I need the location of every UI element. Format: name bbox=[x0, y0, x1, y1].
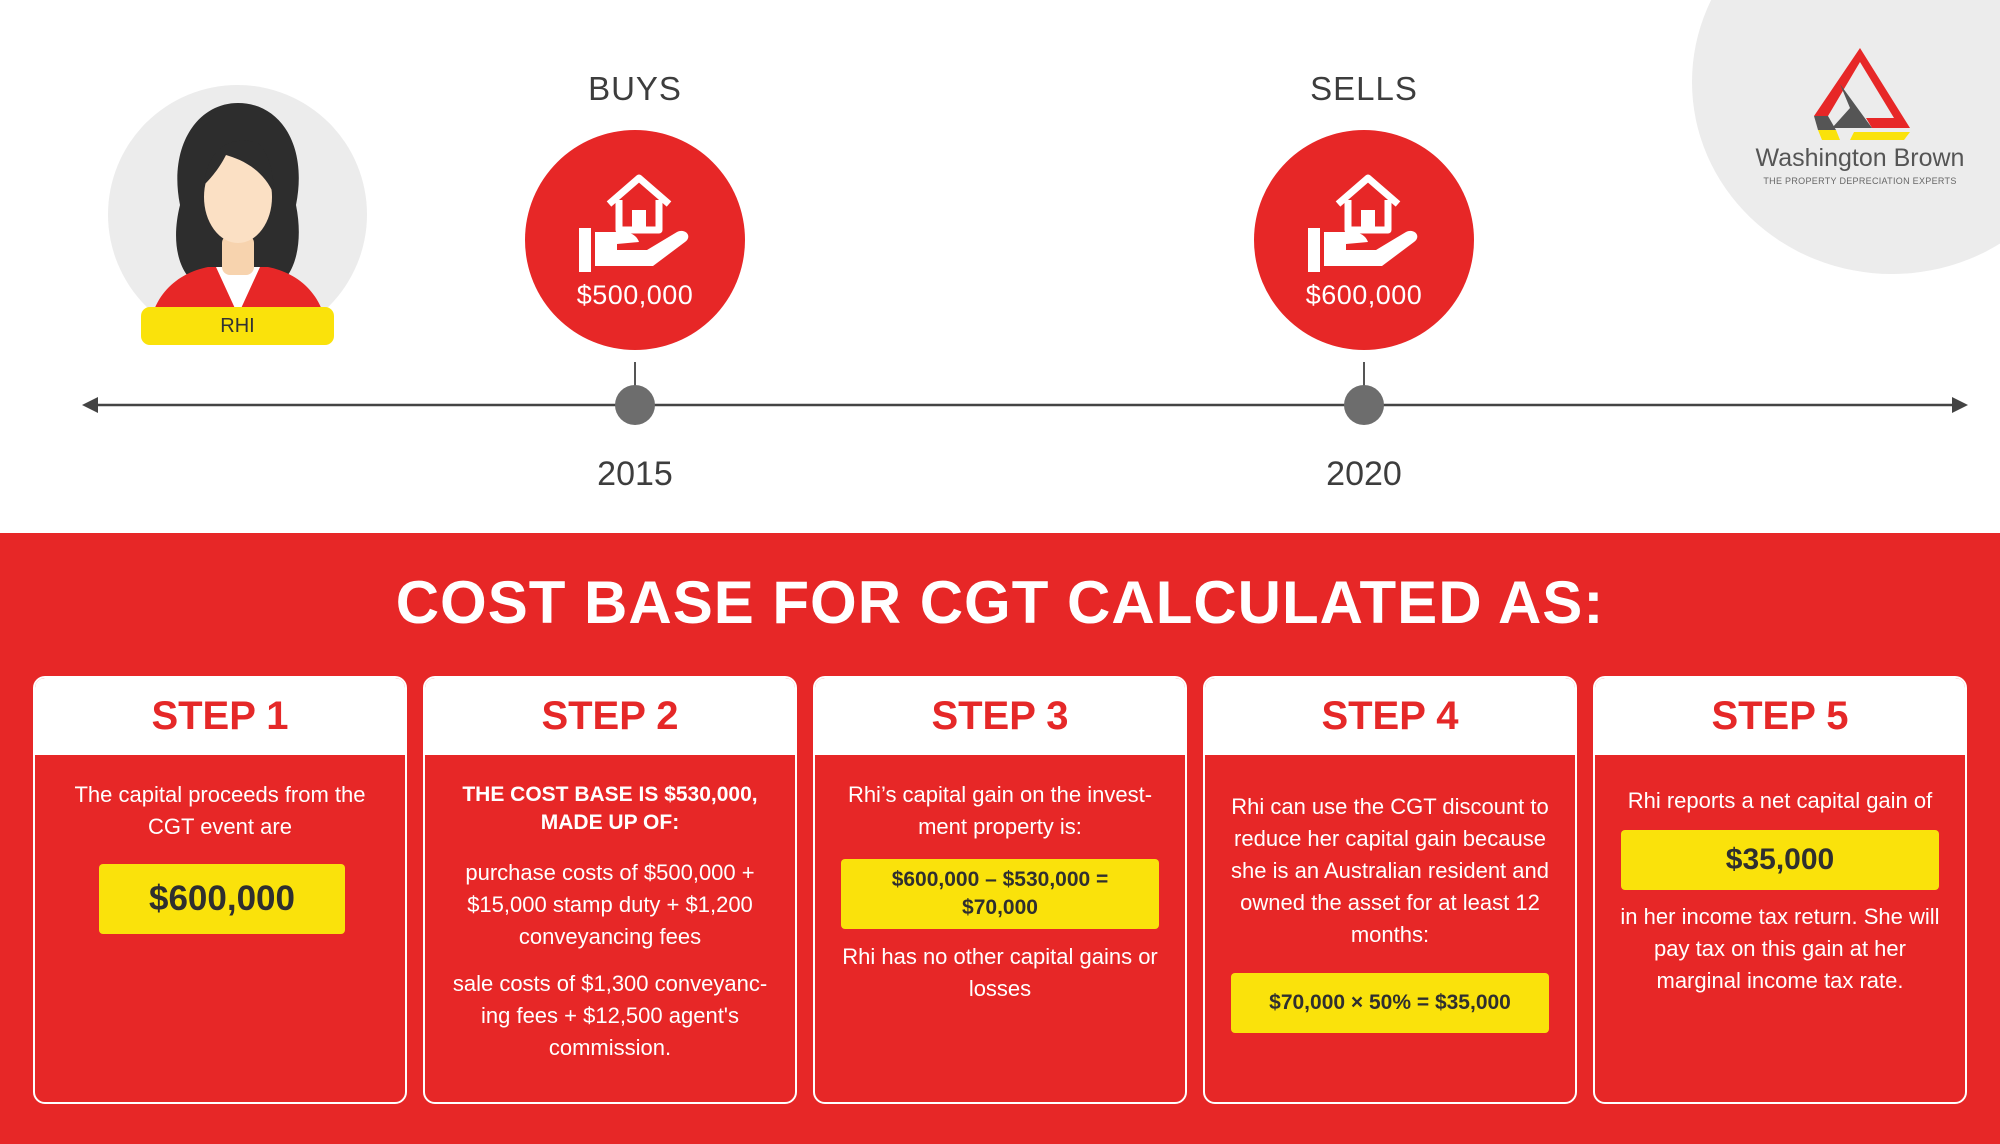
arrow-right-icon bbox=[1952, 397, 1968, 413]
arrow-left-icon bbox=[82, 397, 98, 413]
step-card-4: STEP 4 Rhi can use the CGT discount to r… bbox=[1203, 676, 1577, 1104]
hand-house-icon bbox=[579, 174, 689, 272]
step-highlight: $600,000 – $530,000 = $70,000 bbox=[841, 859, 1159, 929]
step-highlight: $600,000 bbox=[99, 864, 345, 934]
step-title: STEP 5 bbox=[1595, 678, 1965, 755]
step-highlight: $70,000 × 50% = $35,000 bbox=[1231, 973, 1549, 1033]
step-card-2: STEP 2 THE COST BASE IS $530,000, MADE U… bbox=[423, 676, 797, 1104]
year-2015: 2015 bbox=[597, 455, 673, 493]
buys-label: BUYS bbox=[588, 70, 682, 107]
hand-house-icon bbox=[1308, 174, 1418, 272]
step-text: Rhi can use the CGT discount to reduce h… bbox=[1231, 794, 1549, 947]
step-text: The capital proceeds from the CGT event … bbox=[74, 782, 366, 839]
step-text: purchase costs of $500,000 + $15,000 sta… bbox=[465, 860, 755, 949]
woman-avatar-icon bbox=[148, 103, 328, 344]
timeline-marker-2015 bbox=[615, 385, 655, 425]
timeline-stem bbox=[1363, 362, 1365, 392]
step-card-3: STEP 3 Rhi’s capital gain on the invest-… bbox=[813, 676, 1187, 1104]
buys-event-circle: $500,000 bbox=[525, 130, 745, 350]
washington-brown-logo-icon bbox=[1814, 48, 1910, 140]
step-title: STEP 1 bbox=[35, 678, 405, 755]
timeline-axis bbox=[82, 397, 1968, 413]
buy-price: $500,000 bbox=[576, 280, 694, 310]
section-title: COST BASE FOR CGT CALCULATED AS: bbox=[395, 569, 1605, 636]
step-text: Rhi reports a net capital gain of bbox=[1627, 788, 1933, 813]
step-title: STEP 2 bbox=[425, 678, 795, 755]
sells-event-circle: $600,000 bbox=[1254, 130, 1474, 350]
step-text: Rhi’s capital gain on the invest-ment pr… bbox=[847, 782, 1153, 839]
brand-tagline: THE PROPERTY DEPRECIATION EXPERTS bbox=[1763, 176, 1957, 186]
step-heading: THE COST BASE IS $530,000, MADE UP OF: bbox=[462, 783, 758, 834]
step-text: in her income tax return. She will pay t… bbox=[1620, 904, 1940, 993]
brand-name: Washington Brown bbox=[1755, 144, 1965, 172]
avatar bbox=[108, 85, 367, 344]
step-card-5: STEP 5 Rhi reports a net capital gain of… bbox=[1593, 676, 1967, 1104]
step-card-1: STEP 1 The capital proceeds from the CGT… bbox=[33, 676, 407, 1104]
timeline-marker-2020 bbox=[1344, 385, 1384, 425]
sell-price: $600,000 bbox=[1305, 280, 1423, 310]
step-text: sale costs of $1,300 conveyanc-ing fees … bbox=[452, 971, 768, 1060]
step-title: STEP 4 bbox=[1205, 678, 1575, 755]
person-name-badge: RHI bbox=[141, 307, 334, 345]
step-highlight: $35,000 bbox=[1621, 830, 1939, 890]
sells-label: SELLS bbox=[1310, 70, 1418, 107]
year-2020: 2020 bbox=[1326, 455, 1402, 493]
step-text: Rhi has no other capital gains or losses bbox=[842, 944, 1158, 1001]
step-title: STEP 3 bbox=[815, 678, 1185, 755]
timeline-stem bbox=[634, 362, 636, 392]
